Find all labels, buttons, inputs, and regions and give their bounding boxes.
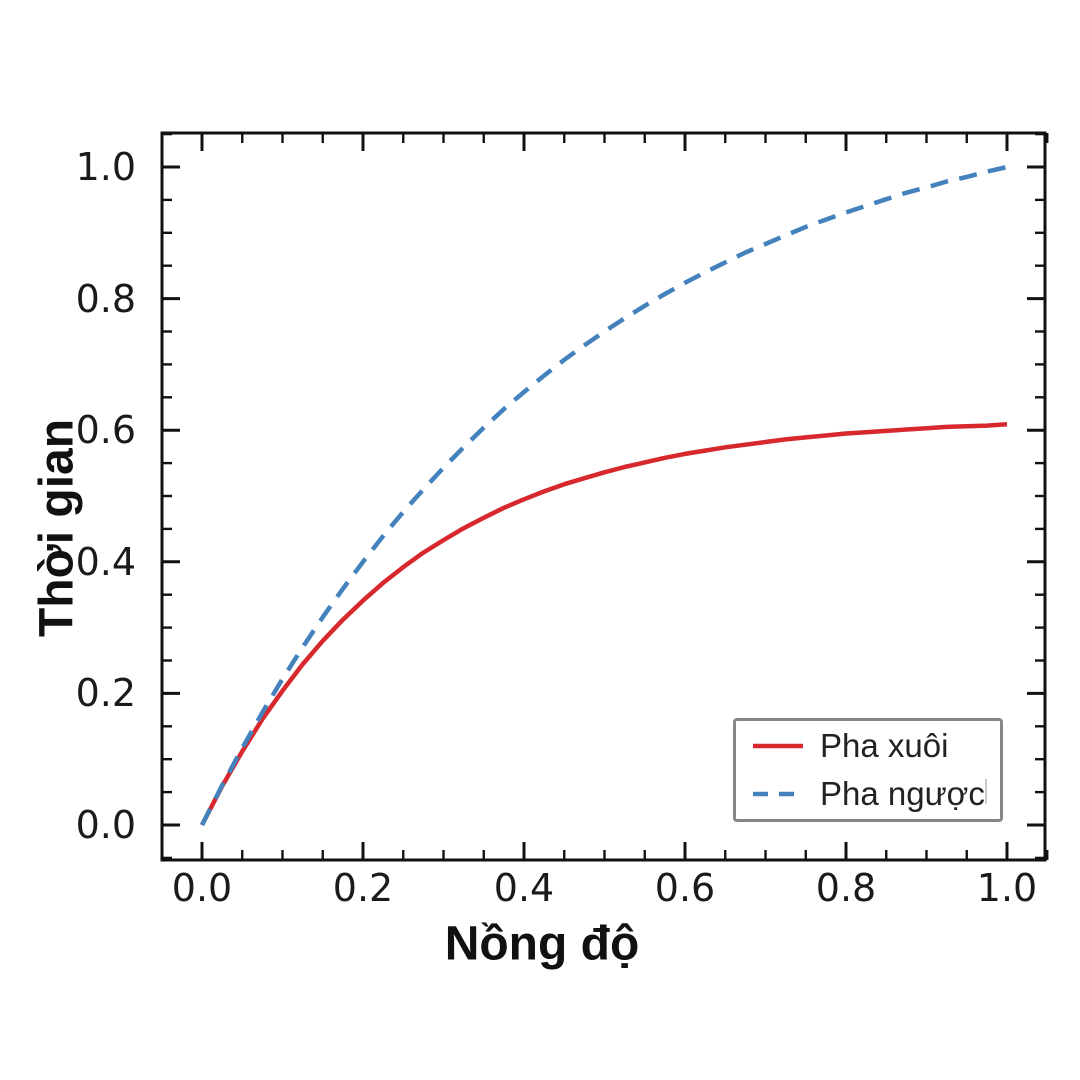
- legend-label-pha-xuoi: Pha xuôi: [820, 727, 949, 764]
- curve-pha-xuoi: [200, 422, 1008, 827]
- legend: Pha xuôi Pha ngược: [733, 718, 1003, 822]
- x-tick-label: 0.6: [654, 866, 716, 910]
- x-tick-label: 0.8: [815, 866, 877, 910]
- y-axis-label: Thời gian: [30, 418, 84, 638]
- y-tick-label: 0.8: [75, 276, 136, 321]
- y-tick-label: 1.0: [75, 145, 136, 189]
- x-tick-label: 1.0: [976, 866, 1038, 910]
- y-tick-label: 0.4: [75, 539, 136, 584]
- y-tick-label: 0.0: [75, 803, 136, 847]
- solid-line-swatch-icon: [752, 741, 804, 751]
- legend-item-pha-xuoi: Pha xuôi: [752, 727, 1000, 765]
- legend-item-pha-nguoc: Pha ngược: [752, 775, 1000, 813]
- x-tick-label: 0.4: [493, 866, 555, 910]
- legend-label-pha-nguoc: Pha ngược: [820, 775, 985, 812]
- cursor-artifact: [985, 779, 987, 804]
- x-tick-label: 0.0: [171, 866, 233, 910]
- x-axis-label: Nồng độ: [444, 917, 640, 971]
- x-tick-label: 0.2: [332, 866, 394, 910]
- y-tick-label: 0.6: [75, 408, 136, 453]
- dashed-line-swatch-icon: [752, 789, 804, 799]
- y-tick-label: 0.2: [75, 671, 136, 716]
